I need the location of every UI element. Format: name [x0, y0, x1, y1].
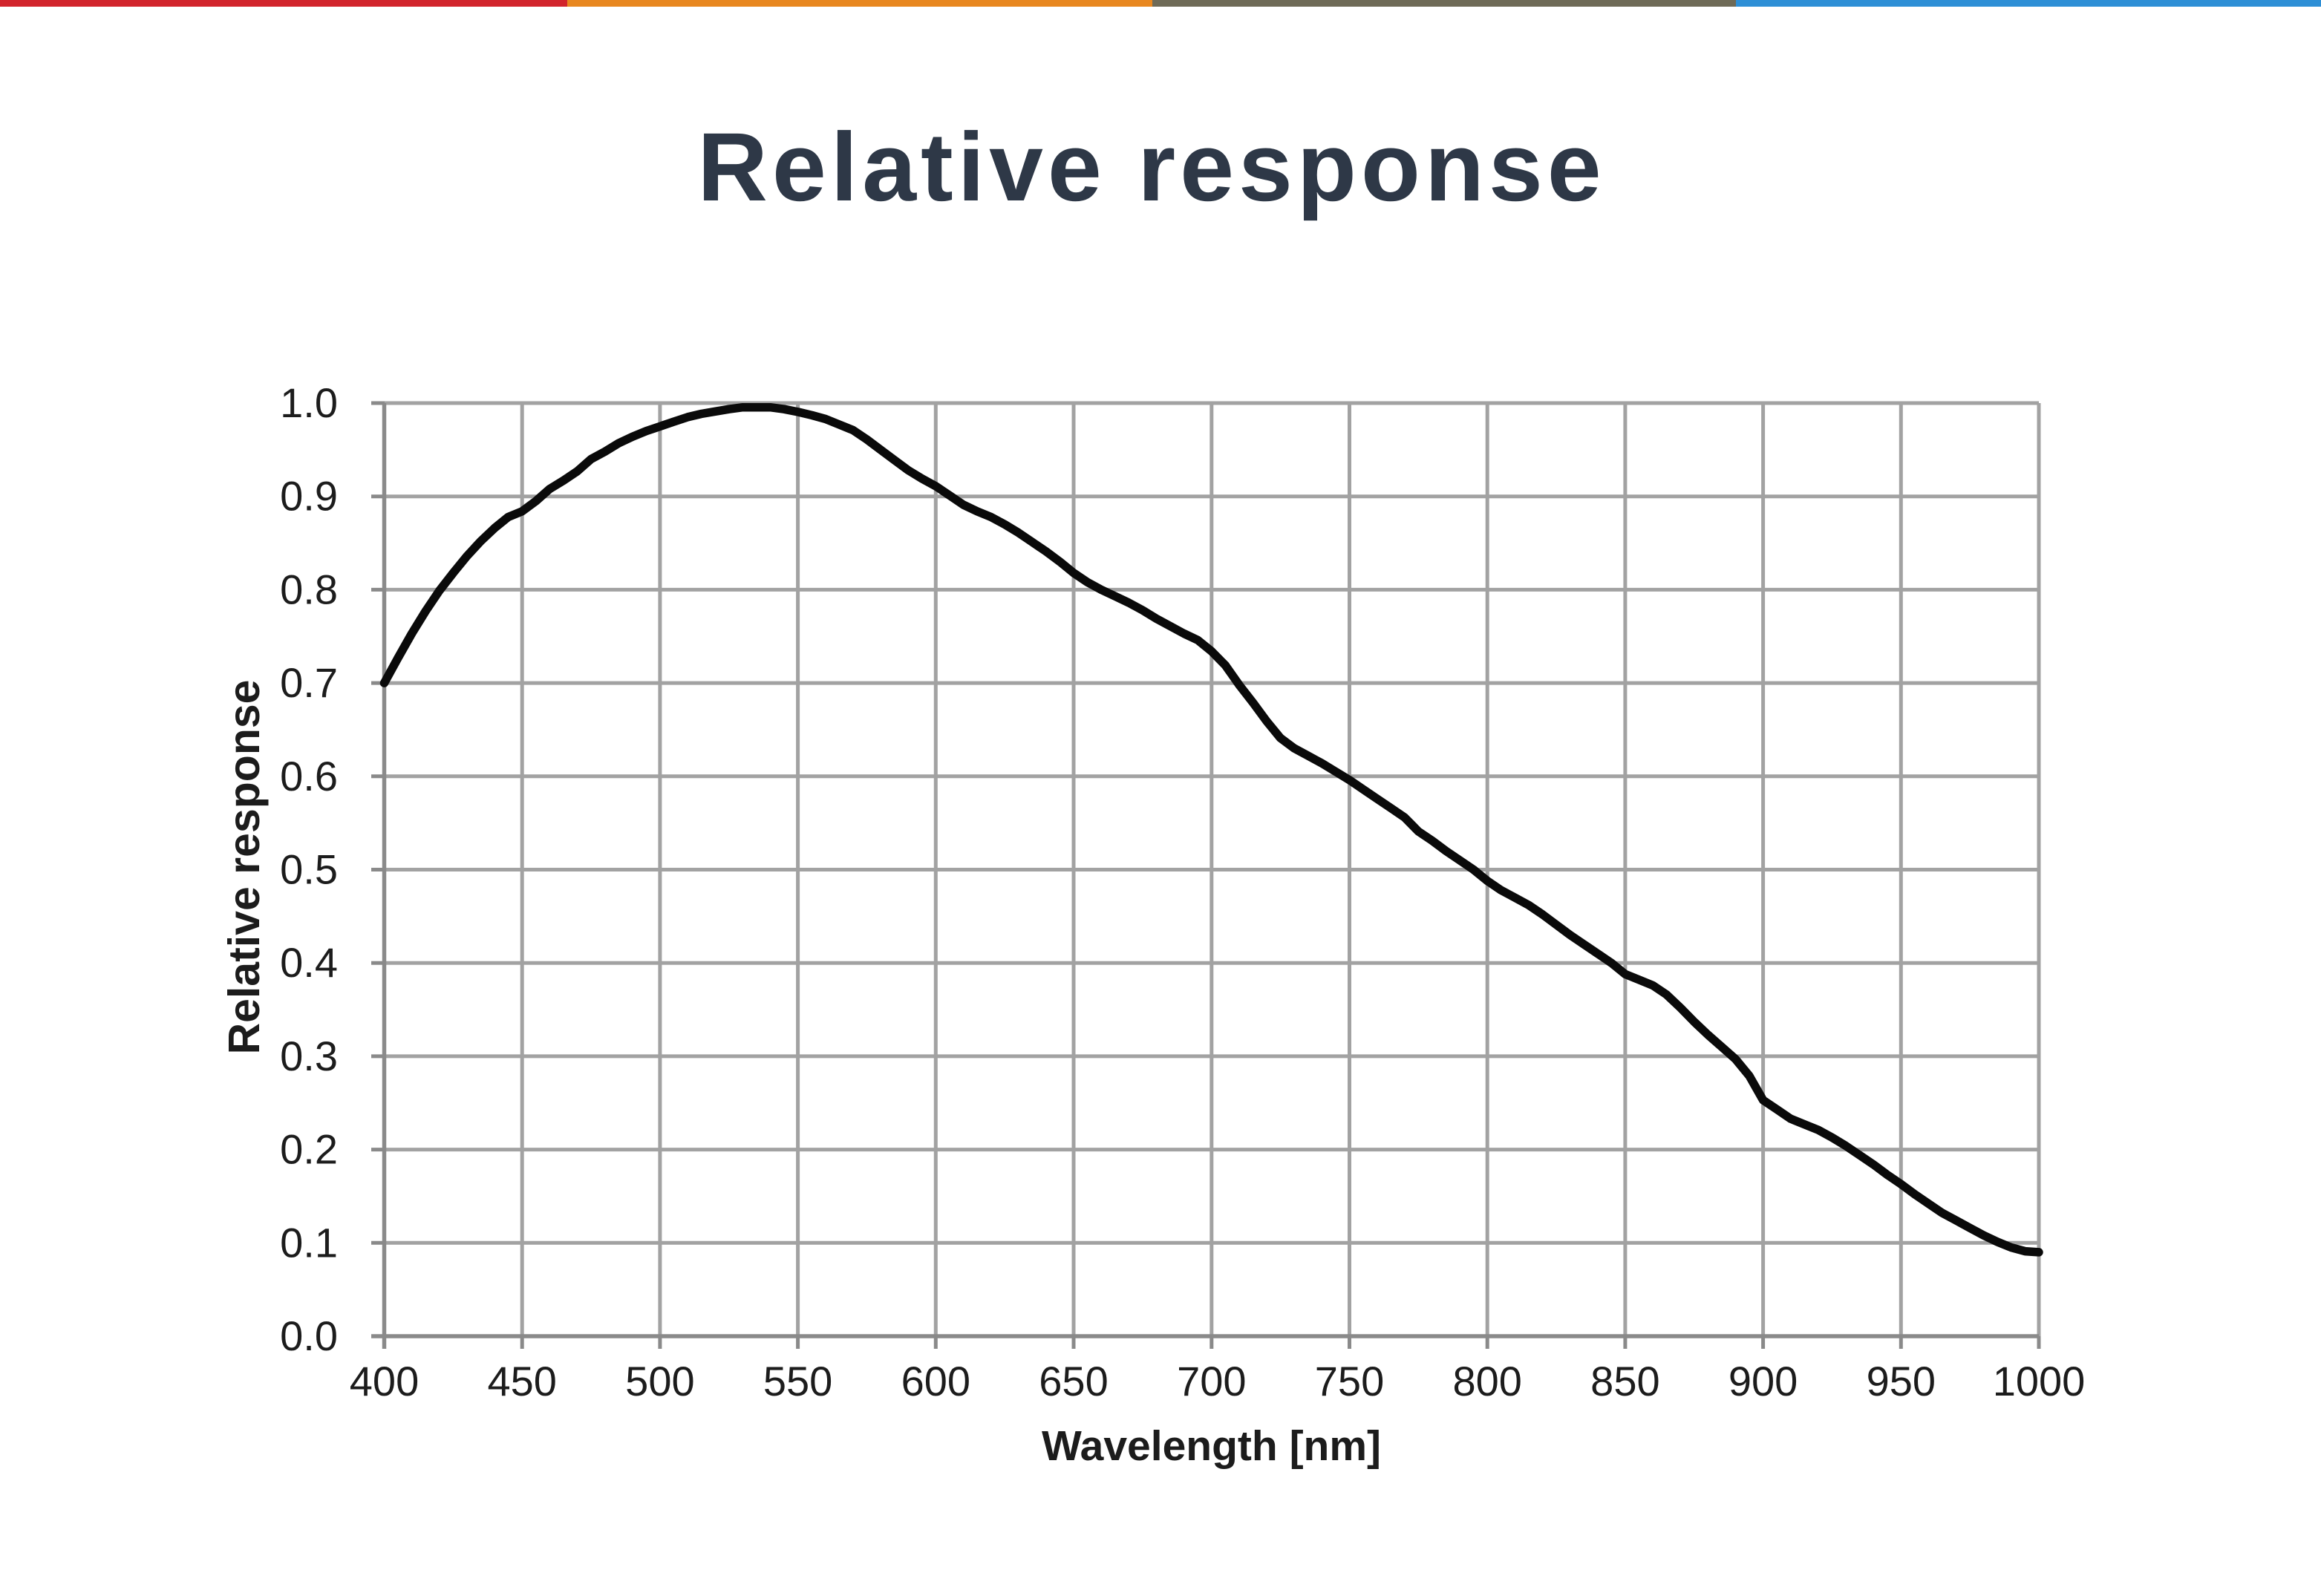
svg-text:0.8: 0.8: [280, 566, 338, 612]
svg-text:Relative response: Relative response: [220, 679, 269, 1054]
svg-text:0.6: 0.6: [280, 753, 338, 799]
svg-text:Relative response: Relative response: [697, 112, 1605, 221]
svg-text:0.5: 0.5: [280, 846, 338, 893]
svg-text:0.0: 0.0: [280, 1312, 338, 1359]
svg-text:0.7: 0.7: [280, 659, 338, 706]
svg-text:0.4: 0.4: [280, 939, 338, 986]
svg-text:450: 450: [487, 1358, 556, 1404]
svg-text:550: 550: [763, 1358, 832, 1404]
svg-text:1.0: 1.0: [280, 379, 338, 426]
svg-text:850: 850: [1590, 1358, 1659, 1404]
svg-text:900: 900: [1728, 1358, 1798, 1404]
svg-text:1000: 1000: [1993, 1358, 2086, 1404]
svg-text:750: 750: [1315, 1358, 1384, 1404]
svg-text:0.9: 0.9: [280, 473, 338, 520]
svg-text:0.3: 0.3: [280, 1033, 338, 1079]
svg-text:600: 600: [901, 1358, 970, 1404]
svg-text:500: 500: [625, 1358, 694, 1404]
svg-text:650: 650: [1039, 1358, 1108, 1404]
svg-text:950: 950: [1867, 1358, 1936, 1404]
svg-text:0.1: 0.1: [280, 1219, 338, 1266]
svg-text:0.2: 0.2: [280, 1126, 338, 1173]
svg-text:700: 700: [1177, 1358, 1246, 1404]
svg-text:Wavelength [nm]: Wavelength [nm]: [1042, 1422, 1381, 1470]
svg-text:400: 400: [350, 1358, 419, 1404]
svg-text:800: 800: [1452, 1358, 1521, 1404]
